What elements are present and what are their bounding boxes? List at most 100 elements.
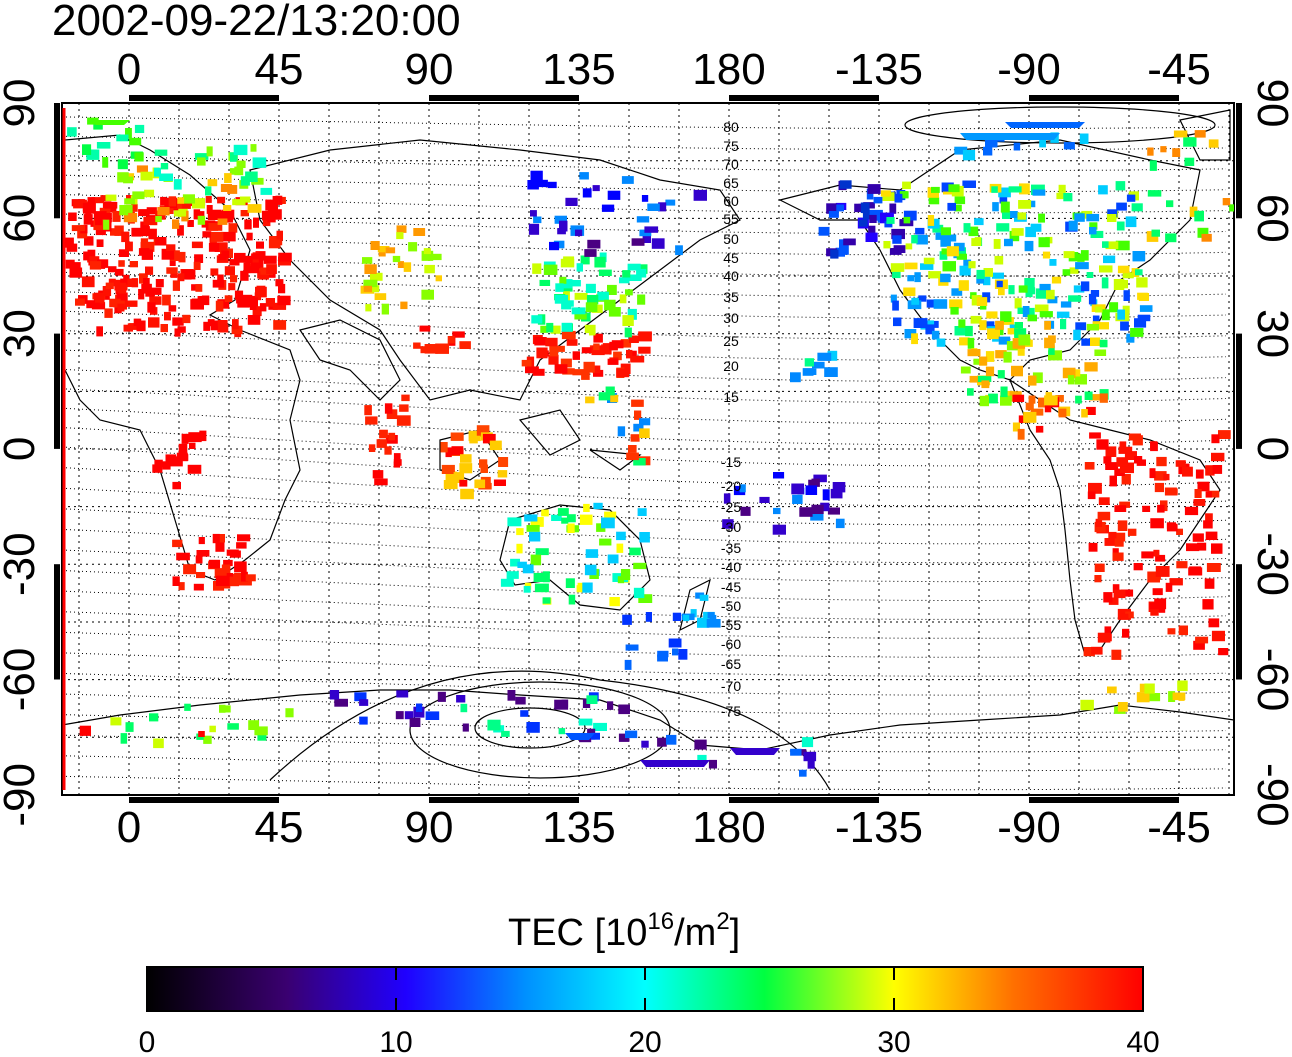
tec-cell — [1133, 563, 1143, 571]
tec-cell — [374, 478, 388, 486]
tec-cell — [1005, 122, 1085, 128]
tec-cell — [940, 273, 951, 283]
tec-cell — [962, 180, 976, 188]
tec-cell — [510, 558, 520, 567]
tec-cell — [889, 203, 897, 214]
tec-cell — [812, 361, 825, 369]
tec-cell — [1150, 441, 1158, 452]
tec-cell — [206, 146, 213, 157]
tec-cell — [1211, 452, 1225, 462]
tec-cell — [493, 479, 506, 486]
tec-cell — [397, 261, 404, 268]
tec-cell — [1081, 409, 1088, 418]
tec-cell — [164, 311, 171, 321]
tec-cell — [1197, 227, 1209, 238]
tec-cell — [129, 137, 142, 146]
tec-cell — [178, 251, 186, 263]
tec-cell — [227, 723, 239, 730]
tec-cell — [1086, 323, 1099, 331]
tec-cell — [194, 153, 209, 160]
tec-cell — [988, 393, 998, 404]
tec-cell — [195, 284, 203, 292]
tec-cell — [1218, 430, 1231, 439]
tec-cell — [232, 199, 246, 206]
tec-cell — [993, 239, 1001, 249]
tec-cell — [215, 575, 230, 586]
tec-cell — [1032, 372, 1043, 384]
tec-cell — [557, 508, 569, 516]
tec-cell — [607, 701, 614, 710]
tec-cell — [979, 356, 988, 366]
tec-cell — [1109, 302, 1119, 313]
tec-cell — [805, 485, 818, 495]
tec-cell — [73, 199, 87, 209]
tec-cell — [971, 238, 982, 246]
tec-cell — [259, 303, 267, 312]
tec-cell — [958, 247, 966, 257]
tec-cell — [559, 276, 567, 284]
tec-cell — [1107, 209, 1118, 218]
tec-cell — [916, 234, 928, 245]
tec-cell — [1099, 393, 1108, 403]
tec-cell — [170, 250, 180, 261]
tec-cell — [65, 237, 74, 248]
tec-cell — [566, 514, 576, 523]
tec-cell — [602, 343, 612, 354]
tec-cell — [1148, 693, 1161, 702]
tec-cell — [530, 517, 544, 527]
lat-label-left: -90 — [0, 763, 44, 827]
tec-cell — [678, 649, 688, 660]
tec-cell — [539, 279, 551, 286]
tec-cell — [593, 722, 607, 731]
tec-cell — [413, 342, 421, 349]
tec-cell — [1083, 647, 1095, 657]
mag-lat-label: -25 — [721, 499, 741, 515]
tec-cell — [223, 705, 231, 713]
tec-cell — [981, 380, 990, 389]
tec-cell — [196, 550, 210, 557]
tec-cell — [1120, 613, 1129, 620]
tec-cell — [67, 127, 77, 137]
tec-cell — [363, 279, 378, 288]
tec-cell — [666, 734, 677, 745]
tec-cell — [408, 242, 418, 252]
tec-cell — [534, 337, 547, 346]
tec-cell — [542, 597, 551, 604]
tec-cell — [71, 225, 86, 232]
tec-cell — [1096, 322, 1109, 330]
tec-cell — [447, 336, 455, 344]
tec-cell — [247, 204, 262, 213]
colorbar-tick-label: 30 — [877, 1026, 910, 1057]
tec-cell — [927, 215, 935, 226]
tec-cell — [232, 319, 239, 330]
tec-cell — [945, 234, 957, 242]
tec-cell — [722, 519, 734, 529]
tec-cell — [694, 739, 707, 750]
tec-cell — [172, 317, 184, 326]
tec-cell — [201, 220, 216, 228]
tec-cell — [948, 184, 960, 193]
tec-cell — [474, 479, 486, 489]
tec-cell — [587, 239, 601, 249]
tec-cell — [82, 144, 92, 155]
tec-cell — [628, 445, 637, 453]
tec-cell — [958, 319, 966, 328]
colorbar-tick-label: 20 — [628, 1026, 661, 1057]
tec-cell — [1074, 374, 1087, 385]
tec-cell — [453, 472, 465, 483]
tec-cell — [994, 255, 1004, 265]
tec-cell — [329, 690, 340, 700]
tec-cell — [207, 179, 218, 187]
tec-cell — [521, 359, 532, 367]
tec-cell — [136, 165, 148, 173]
tec-cell — [950, 307, 959, 315]
tec-cell — [998, 336, 1011, 345]
tec-cell — [141, 283, 152, 294]
tec-cell — [597, 291, 609, 301]
tec-cell — [403, 262, 412, 272]
tec-cell — [278, 252, 292, 262]
tec-cell — [222, 209, 235, 220]
tec-cell — [1175, 460, 1186, 467]
tec-cell — [123, 274, 130, 282]
tec-cell — [1172, 148, 1181, 157]
